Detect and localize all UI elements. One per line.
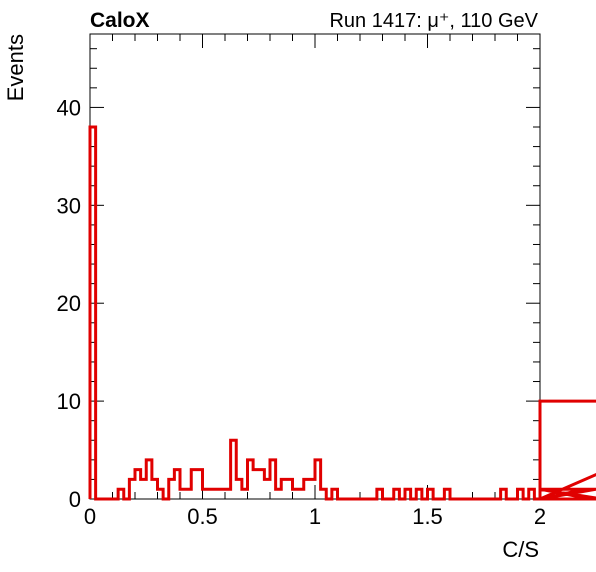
y-axis-title: Events [3,34,28,101]
y-tick-label: 20 [57,291,81,316]
y-tick-labels: 0 10 20 30 40 [57,95,81,512]
x-tick-label: 2 [534,504,546,529]
experiment-label: CaloX [90,9,150,32]
histogram-line [88,125,596,501]
x-tick-labels: 0 0.5 1 1.5 2 [84,504,546,529]
x-tick-label: 1.5 [412,504,443,529]
x-axis-title: C/S [502,537,539,562]
y-tick-label: 0 [69,487,81,512]
y-tick-label: 40 [57,95,81,120]
x-tick-label: 0 [84,504,96,529]
y-tick-label: 30 [57,193,81,218]
plot-frame [89,33,541,500]
x-tick-label: 1 [309,504,321,529]
axis-ticks [89,34,541,500]
y-tick-label: 10 [57,389,81,414]
run-info-label: Run 1417: μ⁺, 110 GeV [329,10,538,32]
x-tick-label: 0.5 [187,504,218,529]
